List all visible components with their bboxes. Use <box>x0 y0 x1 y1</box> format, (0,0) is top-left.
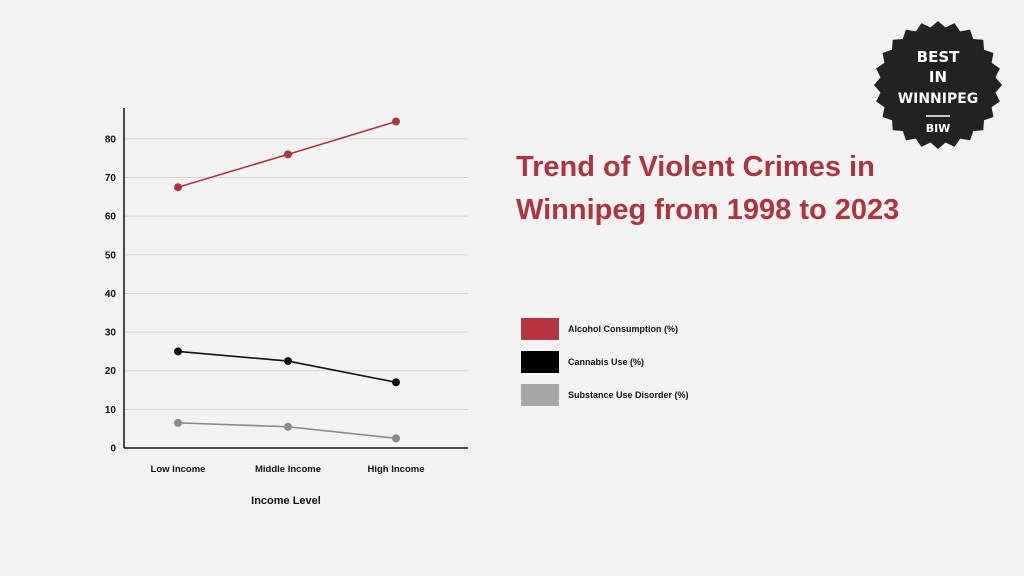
y-tick-label: 10 <box>105 405 117 416</box>
legend-item-cannabis: Cannabis Use (%) <box>521 351 689 373</box>
legend-item-alcohol: Alcohol Consumption (%) <box>521 318 689 340</box>
y-tick-label: 60 <box>105 212 117 223</box>
legend-swatch-alcohol <box>521 318 559 340</box>
legend-swatch-substance <box>521 384 559 406</box>
data-point <box>174 183 182 192</box>
legend: Alcohol Consumption (%) Cannabis Use (%)… <box>521 318 689 417</box>
data-point <box>392 378 400 387</box>
legend-label-alcohol: Alcohol Consumption (%) <box>568 324 678 334</box>
series-group <box>174 117 400 192</box>
data-point <box>284 150 292 159</box>
badge-text-biw: BIW <box>926 122 951 135</box>
y-tick-label: 40 <box>105 289 117 300</box>
y-tick-label: 0 <box>110 444 116 455</box>
data-point <box>284 422 292 431</box>
y-tick-labels: 0 10 20 30 40 50 60 70 80 <box>105 134 117 454</box>
x-category-label: High Income <box>367 464 424 475</box>
legend-label-cannabis: Cannabis Use (%) <box>568 357 645 367</box>
series-group <box>174 347 400 387</box>
x-axis-title: Income Level <box>251 495 321 507</box>
badge-seal-shape <box>874 21 1002 149</box>
badge-text-in: IN <box>929 68 947 86</box>
legend-label-substance: Substance Use Disorder (%) <box>568 390 689 400</box>
data-point <box>284 357 292 366</box>
y-tick-label: 30 <box>105 328 117 339</box>
y-tick-label: 20 <box>105 366 117 377</box>
series-line <box>177 350 397 384</box>
y-tick-label: 80 <box>105 134 117 145</box>
badge-text-winnipeg: WINNIPEG <box>898 91 979 107</box>
x-category-label: Middle Income <box>255 464 321 475</box>
best-in-winnipeg-logo: BEST IN WINNIPEG BIW <box>874 21 1002 149</box>
x-category-labels: Low Income Middle Income High Income <box>151 464 425 475</box>
data-point <box>392 434 400 443</box>
y-tick-label: 50 <box>105 250 117 261</box>
badge-text-best: BEST <box>917 48 960 66</box>
data-series <box>174 117 400 443</box>
legend-swatch-cannabis <box>521 351 559 373</box>
data-point <box>392 117 400 126</box>
series-group <box>174 418 400 443</box>
legend-item-substance: Substance Use Disorder (%) <box>521 384 689 406</box>
data-point <box>174 418 182 427</box>
data-point <box>174 347 182 356</box>
axes <box>123 108 468 449</box>
y-tick-label: 70 <box>105 173 117 184</box>
x-category-label: Low Income <box>151 464 206 475</box>
chart-title: Trend of Violent Crimes in Winnipeg from… <box>516 151 900 226</box>
gridlines <box>124 138 468 410</box>
